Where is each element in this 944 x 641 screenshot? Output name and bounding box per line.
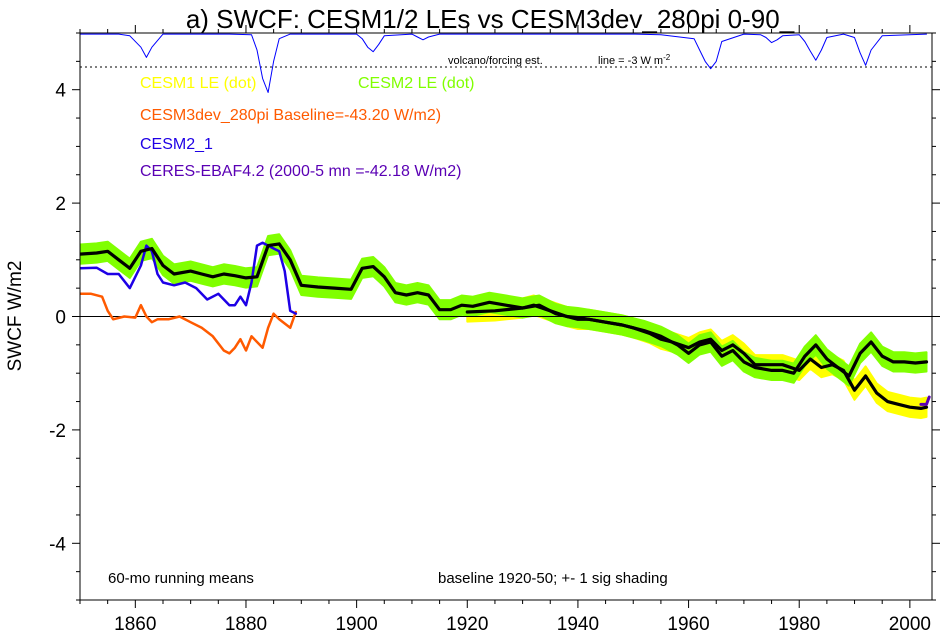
x-tick-label: 1940 <box>557 614 599 635</box>
y-tick-label: 0 <box>55 308 66 329</box>
legend-ceres: CERES-EBAF4.2 (2000-5 mn =-42.18 W/m2) <box>140 163 461 180</box>
y-tick-label: 4 <box>55 81 66 102</box>
x-tick-label: 1860 <box>114 614 156 635</box>
legend-cesm2-le: CESM2 LE (dot) <box>358 75 474 92</box>
legend: CESM1 LE (dot) CESM2 LE (dot) CESM3dev_2… <box>140 75 474 180</box>
legend-cesm3dev: CESM3dev_280pi Baseline=-43.20 W/m2) <box>140 107 441 124</box>
x-tick-label: 1920 <box>446 614 488 635</box>
chart-title: a) SWCF: CESM1/2 LEs vs CESM3dev_280pi 0… <box>186 4 795 34</box>
x-tick-label: 1880 <box>225 614 267 635</box>
volcano-line-label-sup: -2 <box>663 53 671 62</box>
axis-ticks: -4 -2 0 2 4 1860 1880 1900 1920 1940 1960 1980 2000 <box>49 25 940 635</box>
legend-cesm2-1: CESM2_1 <box>140 136 213 153</box>
legend-cesm1-le: CESM1 LE (dot) <box>140 75 256 92</box>
line-cesm2-le-mean <box>80 242 929 378</box>
baseline-note: baseline 1920-50; +- 1 sig shading <box>438 570 668 587</box>
volcano-label: volcano/forcing est. <box>448 55 543 67</box>
y-tick-label: 2 <box>55 194 66 215</box>
running-mean-note: 60-mo running means <box>108 570 254 587</box>
line-cesm3dev-280pi-baseline-43-20-w-m2 <box>80 292 298 355</box>
y-tick-label: -4 <box>49 534 66 555</box>
line-ceres-ebaf4-2-2000-5-mn-42-18-w-m2 <box>919 395 931 406</box>
x-tick-label: 1980 <box>778 614 820 635</box>
series-lines <box>80 33 931 410</box>
line-volcano-forcing-est <box>80 33 927 93</box>
y-tick-label: -2 <box>49 421 66 442</box>
x-tick-label: 1900 <box>335 614 377 635</box>
x-tick-label: 2000 <box>889 614 931 635</box>
shading-bands <box>80 233 928 419</box>
line-cesm2-1 <box>80 241 298 315</box>
x-tick-label: 1960 <box>667 614 709 635</box>
volcano-line-label: line = -3 W m-2 <box>598 53 671 67</box>
y-axis-label: SWCF W/m2 <box>5 261 26 372</box>
